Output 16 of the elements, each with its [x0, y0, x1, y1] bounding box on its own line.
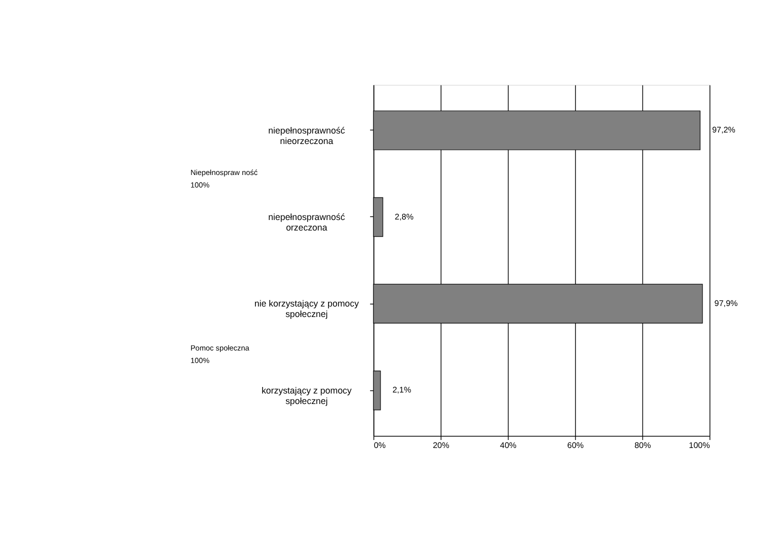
x-tick-label: 80%: [634, 441, 651, 450]
x-tick-label: 20%: [432, 441, 450, 450]
x-tick-label: 0%: [374, 441, 386, 450]
y-tick-label: nie korzystający z pomocy społecznej: [254, 298, 360, 320]
data-label: 2,8%: [394, 212, 414, 222]
y-tick-label: niepełnosprawność orzeczona: [268, 212, 346, 232]
data-label: 2,1%: [392, 386, 412, 395]
text: Niepełnospraw ność 100%: [190, 168, 258, 190]
x-tick-label: 100%: [688, 441, 710, 450]
data-label: 97,2%: [712, 126, 736, 135]
x-tick-label: 40%: [500, 441, 516, 450]
y-tick-label: korzystający z pomocy społecznej: [262, 385, 352, 406]
data-label: 97,9%: [714, 298, 738, 308]
x-tick-label: 60%: [567, 441, 584, 450]
y-tick-label: niepełnosprawność nieorzeczona: [268, 125, 346, 146]
text: Pomoc społeczna 100%: [190, 343, 250, 366]
